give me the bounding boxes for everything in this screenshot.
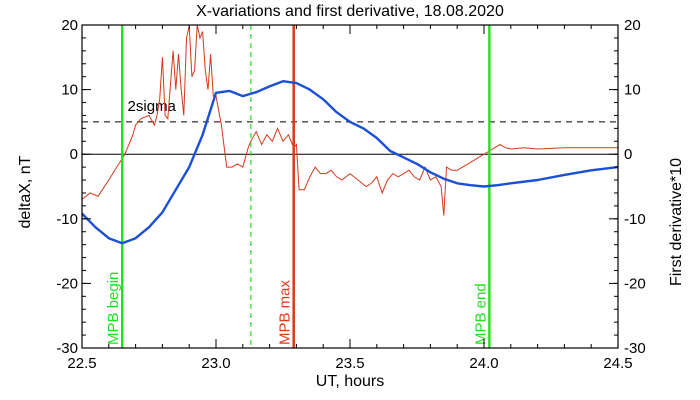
x-tick-label: 24.5 [603, 355, 632, 372]
y-tick-label-left: 20 [61, 17, 78, 34]
y-axis-label-left: deltaX, nT [17, 155, 34, 228]
x-tick-label: 24.0 [469, 355, 498, 372]
y-tick-label-left: -10 [56, 211, 78, 228]
plot-frame [81, 24, 619, 349]
y-tick-label-right: -30 [624, 340, 646, 357]
y-tick-label-right: 10 [624, 82, 641, 99]
marker-label-mpb-max: MPB max [277, 279, 294, 345]
y-tick-label-right: -10 [624, 211, 646, 228]
marker-label-mpb-end: MPB end [472, 283, 489, 345]
y-tick-label-right: -20 [624, 275, 646, 292]
series-line-deltax [81, 79, 619, 245]
y-tick-label-left: -30 [56, 340, 78, 357]
x-axis-label: UT, hours [316, 373, 384, 390]
x-tick-label: 22.5 [67, 355, 96, 372]
marker-label-mpb-begin: MPB begin [105, 272, 122, 345]
y-tick-label-left: 10 [61, 82, 78, 99]
y-axis-label-right: First derivative*10 [668, 158, 685, 286]
chart-title: X-variations and first derivative, 18.08… [196, 3, 504, 20]
y-tick-label-left: 0 [70, 146, 78, 163]
x-tick-label: 23.5 [335, 355, 364, 372]
y-tick-label-right: 0 [624, 146, 632, 163]
y-tick-label-left: -20 [56, 275, 78, 292]
y-tick-label-right: 20 [624, 17, 641, 34]
x-tick-label: 23.0 [201, 355, 230, 372]
series-line-first-derivative [81, 24, 618, 216]
